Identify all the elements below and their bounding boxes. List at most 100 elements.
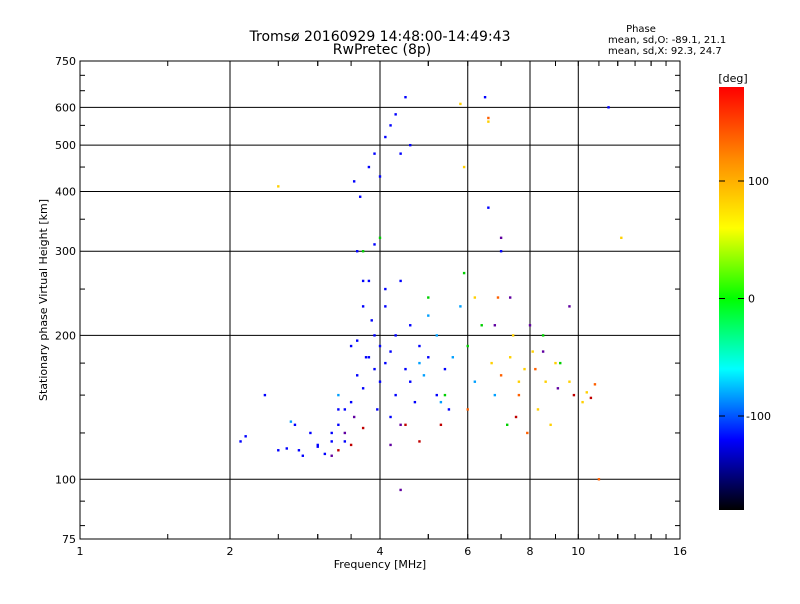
y-tick-label: 600	[55, 101, 76, 114]
data-point	[378, 380, 382, 383]
data-point	[568, 305, 571, 308]
data-point	[531, 350, 534, 353]
x-tick-label: 10	[571, 545, 585, 558]
data-point	[526, 431, 529, 435]
data-point	[541, 350, 545, 353]
data-point	[373, 334, 376, 337]
colorbar-tick-label: 0	[748, 293, 755, 306]
data-point	[427, 296, 430, 299]
data-point	[483, 95, 487, 99]
data-point	[487, 120, 490, 123]
data-point	[389, 350, 392, 353]
data-point	[585, 391, 588, 394]
data-point	[517, 393, 521, 397]
data-point	[511, 334, 515, 337]
data-point	[435, 393, 438, 397]
data-point	[367, 356, 371, 359]
data-point	[330, 431, 333, 435]
x-axis-label: Frequency [MHz]	[334, 558, 426, 571]
data-point	[277, 185, 280, 188]
data-point	[607, 106, 610, 109]
x-axis: 1 2 4 6 8 10 16	[77, 545, 688, 558]
data-point	[285, 447, 288, 450]
data-point	[473, 296, 477, 299]
data-point	[517, 380, 521, 383]
data-point	[523, 367, 526, 371]
data-point	[384, 361, 387, 365]
data-point	[568, 380, 571, 383]
data-point	[389, 415, 392, 419]
data-point	[499, 374, 503, 377]
data-point	[499, 250, 503, 253]
data-point	[384, 305, 387, 308]
data-point	[309, 431, 312, 435]
data-point	[355, 339, 359, 342]
data-point	[443, 367, 447, 371]
data-point	[358, 195, 362, 198]
data-point	[620, 236, 623, 240]
data-point	[352, 180, 356, 183]
data-point	[493, 324, 497, 327]
data-point	[418, 361, 421, 365]
stats-header: Phase	[626, 24, 656, 35]
data-point	[490, 361, 493, 365]
data-point	[337, 393, 340, 397]
data-point	[589, 396, 593, 400]
data-point	[572, 393, 576, 397]
data-point	[443, 393, 447, 397]
data-point	[376, 408, 379, 411]
y-axis-label: Stationary phase Virtual Height [km]	[37, 199, 50, 401]
data-point	[239, 440, 242, 443]
x-tick-label: 2	[227, 545, 234, 558]
data-point	[323, 452, 327, 456]
data-point	[435, 334, 438, 337]
data-point	[277, 449, 280, 452]
x-tick-label: 8	[527, 545, 534, 558]
data-point	[361, 305, 365, 308]
data-point	[418, 344, 421, 348]
data-point	[361, 426, 365, 430]
data-point	[364, 356, 368, 359]
stats-x-line: mean, sd,X: 92.3, 24.7	[608, 46, 722, 57]
data-point	[330, 454, 333, 457]
data-point	[289, 420, 293, 423]
data-point	[352, 415, 356, 419]
data-point	[367, 165, 371, 169]
data-point	[409, 143, 412, 147]
data-point	[355, 250, 359, 253]
data-point	[466, 344, 469, 348]
data-point	[487, 116, 490, 120]
data-point	[399, 488, 402, 492]
data-point	[409, 324, 412, 327]
data-point	[389, 443, 392, 447]
data-point	[361, 279, 365, 283]
data-points	[239, 95, 623, 492]
data-point	[541, 334, 545, 337]
data-point	[459, 305, 462, 308]
data-point	[373, 243, 376, 246]
data-point	[384, 135, 387, 139]
data-point	[394, 113, 397, 116]
data-point	[499, 236, 503, 240]
data-point	[373, 367, 376, 371]
chart-title: Tromsø 20160929 14:48:00-14:49:43	[249, 29, 511, 45]
colorbar-ticks: 100 0 -100	[719, 175, 771, 423]
data-point	[593, 383, 597, 386]
data-point	[330, 440, 333, 443]
data-point	[544, 380, 547, 383]
data-point	[439, 400, 443, 404]
data-point	[355, 374, 359, 377]
data-point	[378, 344, 382, 348]
y-tick-label: 500	[55, 139, 76, 152]
data-point	[349, 443, 353, 447]
data-point	[337, 449, 340, 452]
data-point	[293, 423, 297, 427]
data-point	[505, 423, 509, 427]
data-point	[337, 423, 340, 427]
data-point	[459, 102, 462, 106]
data-point	[413, 400, 417, 404]
data-point	[418, 440, 421, 443]
data-point	[263, 393, 267, 397]
colorbar-tick-label: -100	[746, 410, 771, 423]
